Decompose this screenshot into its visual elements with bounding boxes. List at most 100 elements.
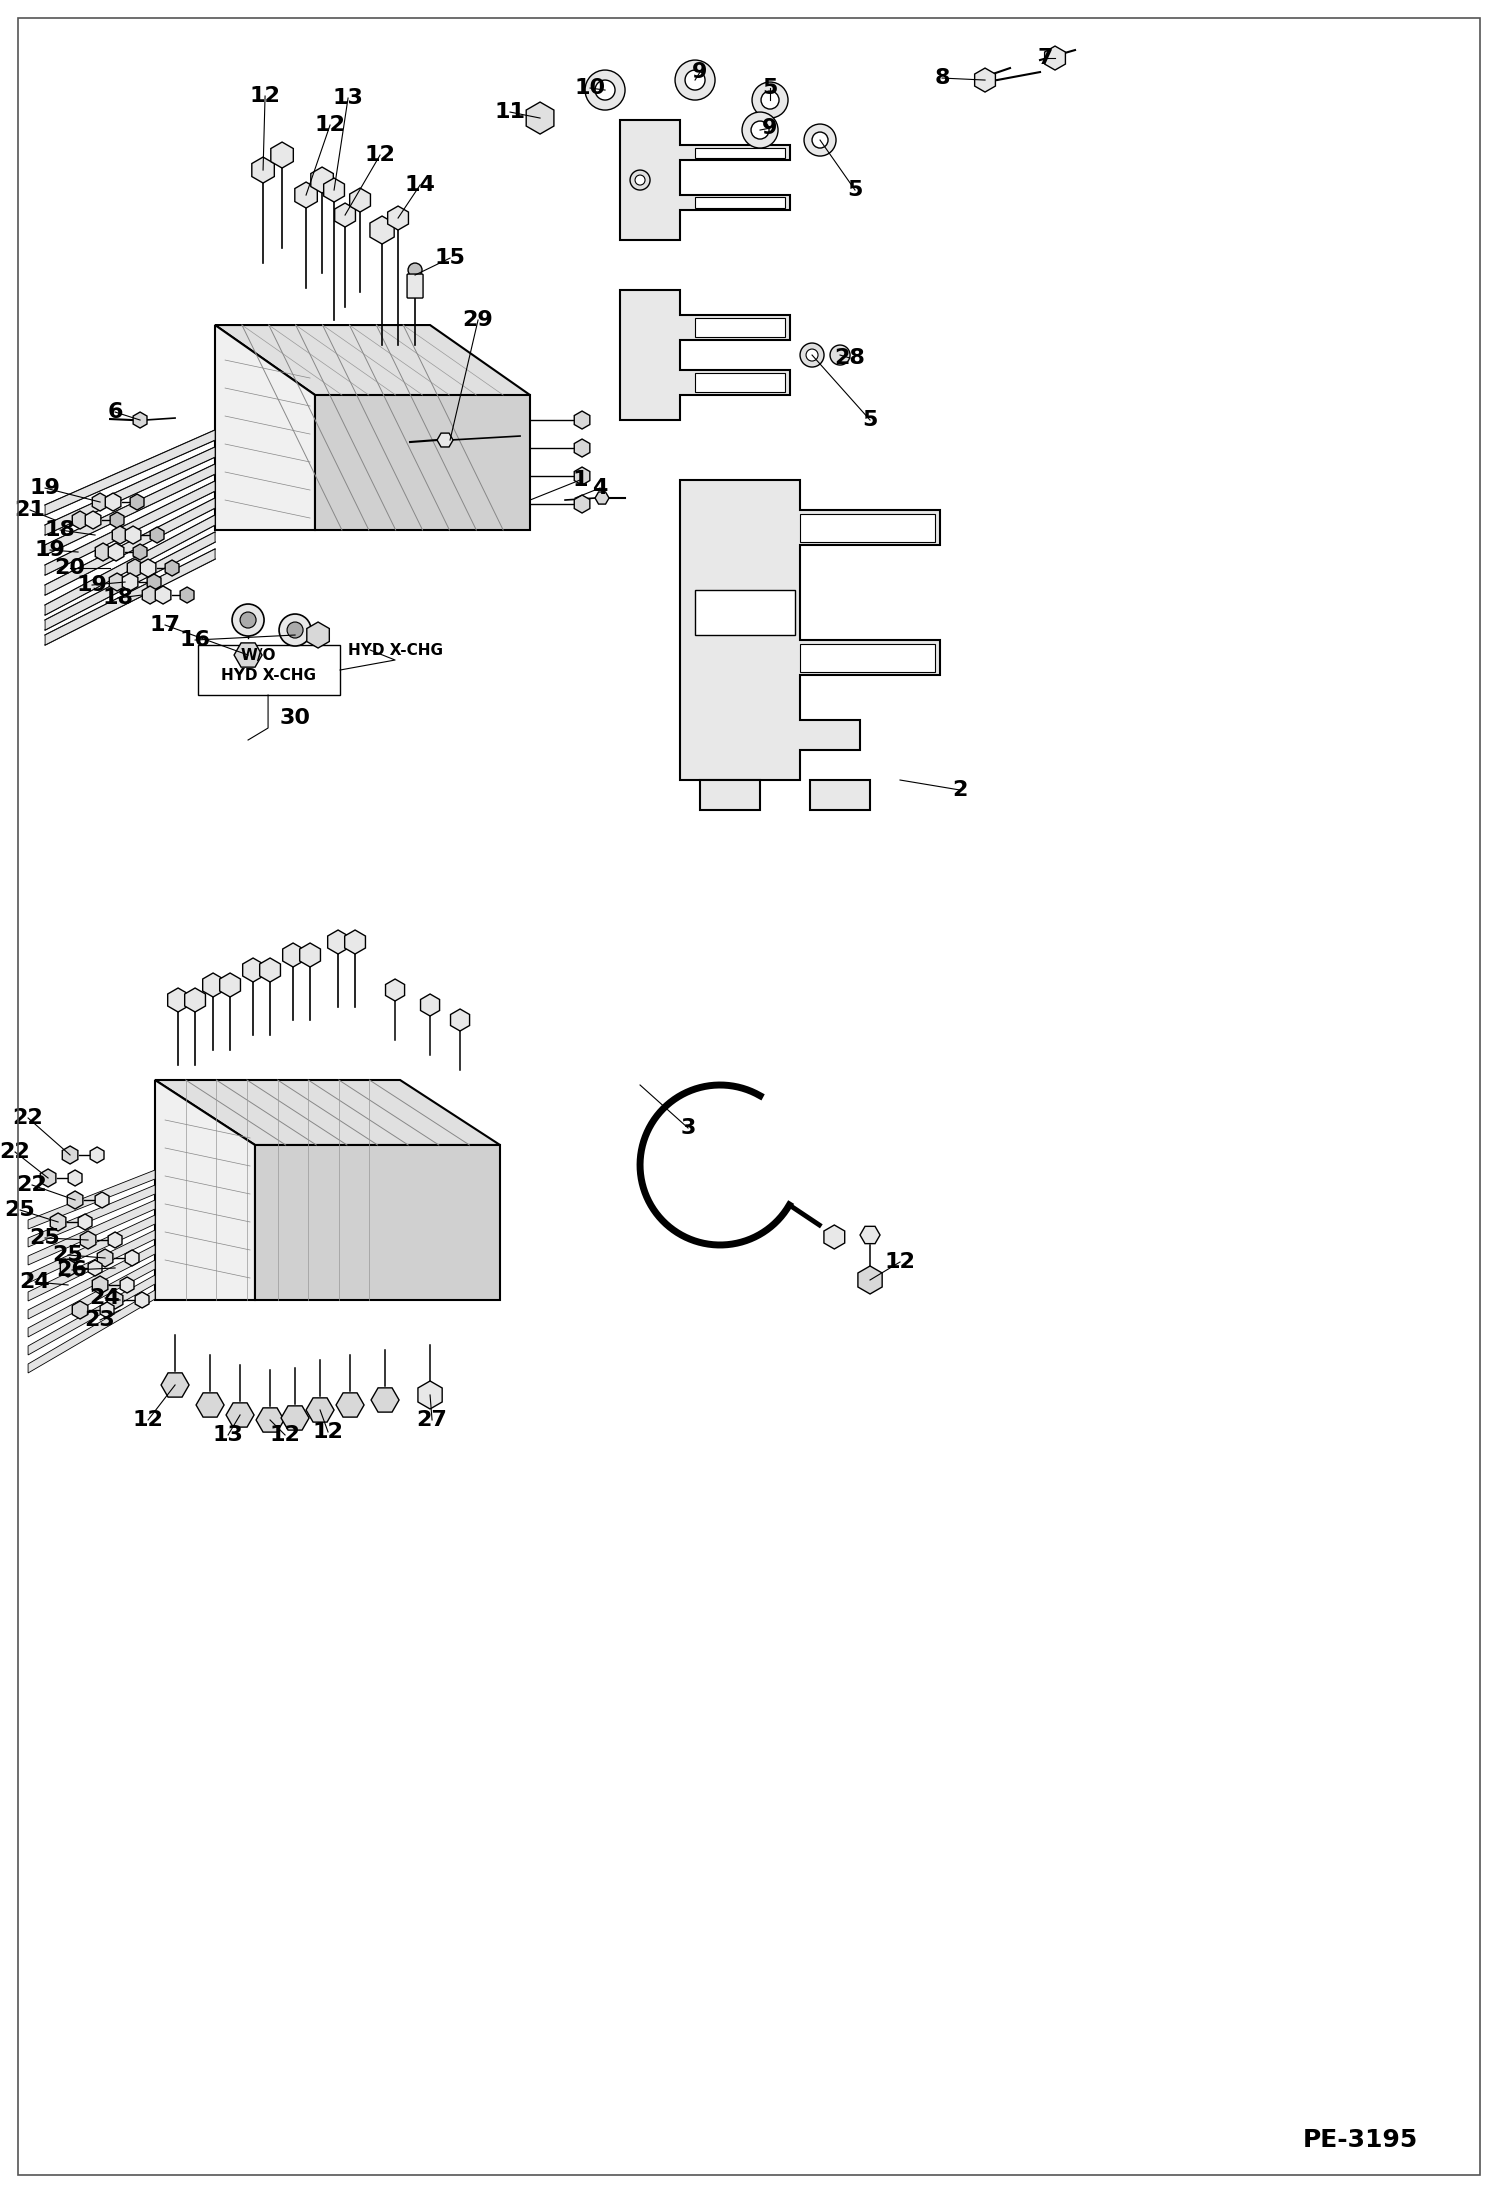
Polygon shape: [334, 204, 355, 228]
Text: 26: 26: [57, 1261, 87, 1281]
Polygon shape: [28, 1289, 156, 1373]
Text: 7: 7: [1037, 48, 1053, 68]
Polygon shape: [45, 533, 216, 629]
Text: 25: 25: [4, 1200, 36, 1219]
Polygon shape: [133, 412, 147, 428]
Polygon shape: [226, 1404, 255, 1428]
Polygon shape: [259, 958, 280, 982]
Polygon shape: [349, 189, 370, 213]
Text: 2: 2: [953, 781, 968, 800]
Circle shape: [635, 175, 646, 184]
Polygon shape: [67, 1191, 82, 1208]
Text: 30: 30: [280, 708, 310, 728]
Polygon shape: [295, 182, 318, 208]
Polygon shape: [51, 1213, 66, 1230]
Polygon shape: [156, 586, 171, 603]
Polygon shape: [28, 1200, 156, 1265]
Text: 5: 5: [762, 79, 777, 99]
Polygon shape: [700, 781, 759, 809]
Polygon shape: [67, 1171, 82, 1186]
Polygon shape: [300, 943, 321, 967]
Polygon shape: [252, 158, 274, 182]
Text: 5: 5: [863, 410, 878, 430]
Polygon shape: [695, 197, 785, 208]
Polygon shape: [574, 410, 590, 430]
Text: 12: 12: [313, 1421, 343, 1443]
Polygon shape: [45, 515, 216, 614]
Text: 8: 8: [935, 68, 950, 88]
Polygon shape: [695, 318, 785, 338]
Polygon shape: [45, 430, 216, 515]
Text: 29: 29: [463, 309, 493, 329]
Polygon shape: [695, 149, 785, 158]
Polygon shape: [858, 1265, 882, 1294]
Text: 18: 18: [45, 520, 75, 539]
Polygon shape: [105, 493, 121, 511]
Polygon shape: [111, 511, 124, 529]
Text: 9: 9: [762, 118, 777, 138]
Polygon shape: [78, 1215, 91, 1230]
Polygon shape: [165, 559, 178, 577]
Polygon shape: [123, 572, 138, 592]
Circle shape: [750, 121, 768, 138]
Polygon shape: [40, 1169, 55, 1186]
Circle shape: [279, 614, 312, 647]
Text: PE-3195: PE-3195: [1302, 2127, 1417, 2151]
Polygon shape: [198, 645, 340, 695]
Polygon shape: [421, 993, 439, 1015]
Polygon shape: [126, 1250, 139, 1265]
Polygon shape: [1044, 46, 1065, 70]
Polygon shape: [574, 496, 590, 513]
Circle shape: [407, 263, 422, 276]
Polygon shape: [451, 1009, 469, 1031]
Text: 12: 12: [364, 145, 395, 164]
Text: 1: 1: [572, 469, 587, 489]
Polygon shape: [256, 1408, 285, 1432]
Circle shape: [685, 70, 706, 90]
Polygon shape: [216, 325, 530, 395]
Polygon shape: [135, 1292, 148, 1307]
Polygon shape: [620, 289, 789, 421]
Text: 23: 23: [85, 1309, 115, 1329]
Circle shape: [631, 171, 650, 191]
Polygon shape: [800, 645, 935, 671]
Polygon shape: [388, 206, 409, 230]
Polygon shape: [680, 480, 941, 781]
Polygon shape: [28, 1215, 156, 1283]
Polygon shape: [620, 121, 789, 239]
Circle shape: [240, 612, 256, 627]
Text: 24: 24: [90, 1287, 120, 1307]
Polygon shape: [81, 1230, 96, 1250]
Polygon shape: [90, 1147, 103, 1162]
Text: 25: 25: [30, 1228, 60, 1248]
Text: 15: 15: [434, 248, 466, 268]
Text: 12: 12: [885, 1252, 915, 1272]
Polygon shape: [150, 526, 163, 544]
Text: 13: 13: [333, 88, 364, 107]
Polygon shape: [97, 1250, 112, 1268]
Polygon shape: [133, 544, 147, 559]
Text: 21: 21: [15, 500, 45, 520]
Polygon shape: [60, 1259, 76, 1276]
Polygon shape: [147, 575, 160, 590]
Circle shape: [806, 349, 818, 362]
Polygon shape: [141, 559, 156, 577]
Polygon shape: [28, 1261, 156, 1338]
Polygon shape: [418, 1382, 442, 1408]
FancyBboxPatch shape: [407, 274, 422, 298]
Polygon shape: [695, 590, 795, 636]
Text: 12: 12: [250, 86, 280, 105]
Text: 11: 11: [494, 103, 526, 123]
Polygon shape: [574, 467, 590, 485]
Polygon shape: [282, 1406, 309, 1430]
Text: 13: 13: [213, 1425, 244, 1445]
Polygon shape: [63, 1147, 78, 1164]
Polygon shape: [324, 178, 345, 202]
Polygon shape: [93, 493, 108, 511]
Text: 18: 18: [102, 588, 133, 607]
Polygon shape: [220, 974, 241, 998]
Polygon shape: [810, 781, 870, 809]
Text: 20: 20: [54, 557, 85, 579]
Polygon shape: [28, 1171, 156, 1228]
Text: 6: 6: [108, 401, 123, 421]
